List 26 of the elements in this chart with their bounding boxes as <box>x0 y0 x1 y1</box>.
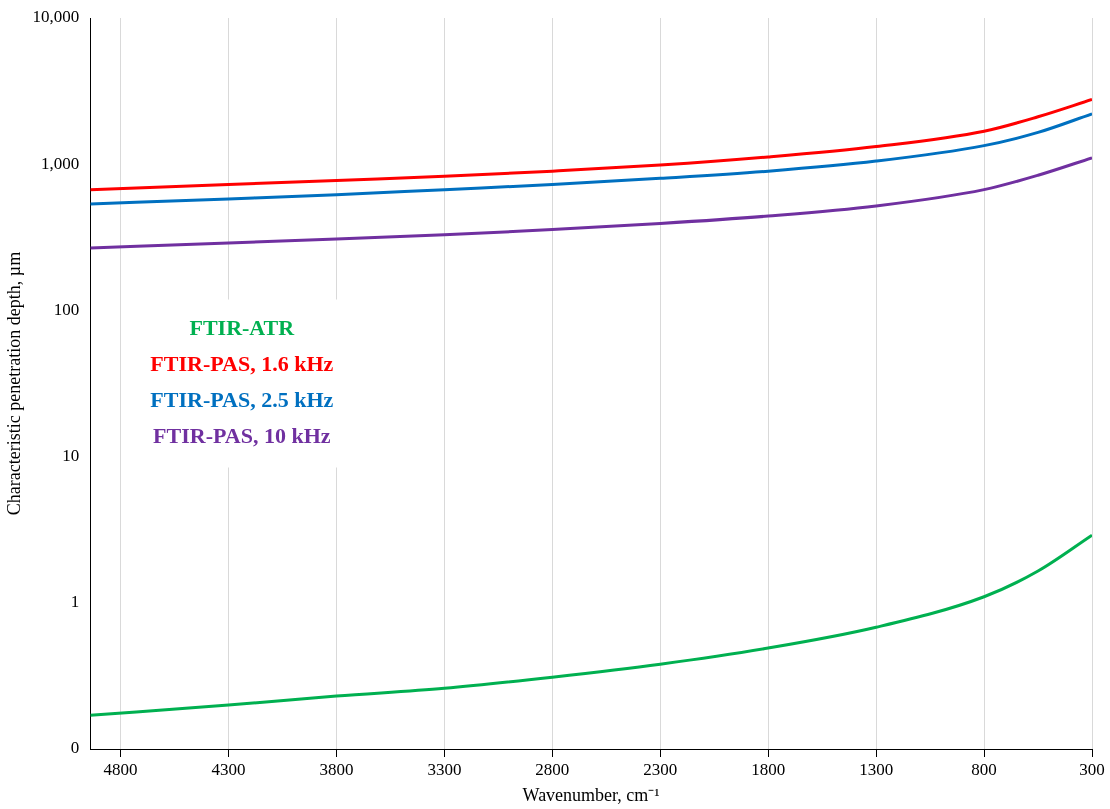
line-series <box>90 98 1092 192</box>
line-series <box>90 112 1092 206</box>
line-series <box>90 156 1092 250</box>
y-tick-label: 100 <box>53 299 80 319</box>
x-tick-label: 2800 <box>535 759 570 779</box>
y-tick-label: 0 <box>70 738 80 758</box>
text: FTIR-PAS, 1.6 kHz <box>150 351 334 377</box>
x-axis-title: Wavenumber, cm⁻¹ <box>522 784 660 805</box>
x-tick-label: 4800 <box>103 759 138 779</box>
y-tick-label: 1 <box>70 592 80 612</box>
x-tick-label: 800 <box>971 759 997 779</box>
y-tick-label: 1,000 <box>41 153 80 173</box>
text: FTIR-PAS, 2.5 kHz <box>150 387 334 413</box>
y-tick-label: 10,000 <box>32 7 80 27</box>
x-tick-label: 3300 <box>427 759 462 779</box>
x-tick-label: 1300 <box>859 759 894 779</box>
x-tick-label: 300 <box>1079 759 1105 779</box>
text: FTIR-PAS, 10 kHz <box>153 423 331 449</box>
line-series <box>90 533 1092 717</box>
x-tick-label: 4300 <box>211 759 246 779</box>
x-tick-label: 3800 <box>319 759 354 779</box>
y-axis-title: Characteristic penetration depth, µm <box>3 251 24 516</box>
text: FTIR-ATR <box>189 315 296 341</box>
x-tick-label: 2300 <box>643 759 678 779</box>
y-tick-label: 10 <box>62 446 80 466</box>
x-tick-label: 1800 <box>751 759 786 779</box>
